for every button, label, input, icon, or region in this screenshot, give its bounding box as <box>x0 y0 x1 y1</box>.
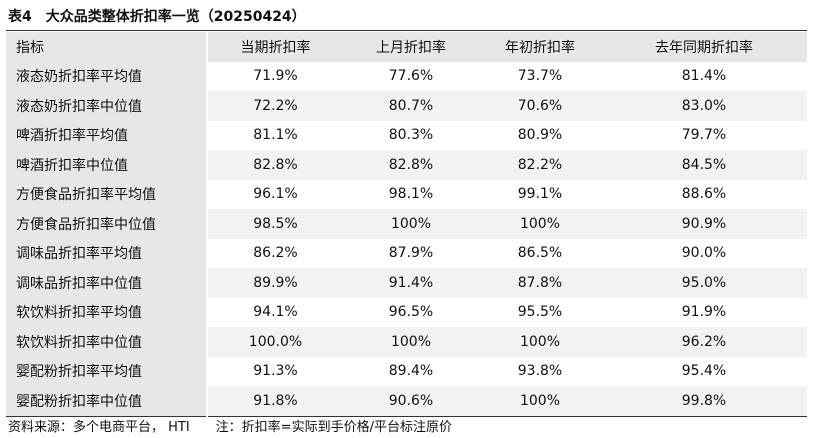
cell: 93.8% <box>517 363 563 380</box>
row-label: 方便食品折扣率中位值 <box>6 209 208 239</box>
cell: 100% <box>479 327 601 357</box>
row-label: 软饮料折扣率中位值 <box>6 327 208 357</box>
cell: 91.3% <box>253 363 298 380</box>
cell: 98.1% <box>388 186 434 203</box>
cell: 86.2% <box>253 245 298 262</box>
cell: 86.5% <box>517 245 563 262</box>
cell: 91.4% <box>343 268 479 298</box>
cell: 82.8% <box>343 150 479 180</box>
cell: 89.4% <box>388 363 434 380</box>
cell: 96.1% <box>253 186 298 203</box>
cell: 81.1% <box>253 127 298 144</box>
cell: 100% <box>343 327 479 357</box>
table-title: 表4 大众品类整体折扣率一览（20250424） <box>8 9 306 25</box>
table-body: 液态奶折扣率平均值 71.9% 77.6% 73.7% 81.4% 液态奶折扣率中位值 72… <box>6 61 807 417</box>
table-row: 软饮料折扣率平均值 94.1% 96.5% 95.5% 91.9% <box>6 297 807 327</box>
cell: 95.5% <box>517 304 563 321</box>
table-row: 软饮料折扣率中位值 100.0% 100% 100% 96.2% <box>6 327 807 357</box>
row-label: 啤酒折扣率平均值 <box>6 120 208 150</box>
source-note: 资料来源：多个电商平台， HTI 注：折扣率=实际到手价格/平台标注原价 <box>8 420 452 435</box>
cell: 82.2% <box>479 150 601 180</box>
cell: 80.7% <box>343 91 479 121</box>
row-label: 调味品折扣率平均值 <box>6 238 208 268</box>
cell: 95.0% <box>601 268 807 298</box>
header-cell: 指标 <box>6 32 208 62</box>
table-row: 调味品折扣率平均值 86.2% 87.9% 86.5% 90.0% <box>6 238 807 268</box>
cell: 90.6% <box>343 386 479 417</box>
table-row: 啤酒折扣率平均值 81.1% 80.3% 80.9% 79.7% <box>6 120 807 150</box>
table-row: 调味品折扣率中位值 89.9% 91.4% 87.8% 95.0% <box>6 268 807 298</box>
row-label: 方便食品折扣率平均值 <box>6 179 208 209</box>
cell: 100% <box>479 386 601 417</box>
cell: 100% <box>479 209 601 239</box>
cell: 84.5% <box>601 150 807 180</box>
table-row: 婴配粉折扣率中位值 91.8% 90.6% 100% 99.8% <box>6 386 807 417</box>
cell: 91.8% <box>207 386 343 417</box>
cell: 95.4% <box>681 363 727 380</box>
row-label: 液态奶折扣率平均值 <box>6 61 208 91</box>
cell: 80.3% <box>388 127 434 144</box>
cell: 100.0% <box>207 327 343 357</box>
table-row: 方便食品折扣率中位值 98.5% 100% 100% 90.9% <box>6 209 807 239</box>
cell: 99.8% <box>601 386 807 417</box>
cell: 94.1% <box>253 304 298 321</box>
header-row: 指标 当期折扣率 上月折扣率 年初折扣率 去年同期折扣率 <box>6 32 807 62</box>
header-cell: 年初折扣率 <box>479 32 601 62</box>
cell: 87.9% <box>388 245 434 262</box>
cell: 89.9% <box>207 268 343 298</box>
table-row: 方便食品折扣率平均值 96.1% 98.1% 99.1% 88.6% <box>6 179 807 209</box>
cell: 96.5% <box>388 304 434 321</box>
cell: 72.2% <box>207 91 343 121</box>
cell: 90.9% <box>601 209 807 239</box>
cell: 81.4% <box>681 68 727 85</box>
header-cell: 当期折扣率 <box>207 32 343 62</box>
table-row: 液态奶折扣率中位值 72.2% 80.7% 70.6% 83.0% <box>6 91 807 121</box>
cell: 90.0% <box>681 245 727 262</box>
row-label: 啤酒折扣率中位值 <box>6 150 208 180</box>
table-row: 液态奶折扣率平均值 71.9% 77.6% 73.7% 81.4% <box>6 61 807 91</box>
header-cell: 去年同期折扣率 <box>601 32 807 62</box>
row-label: 婴配粉折扣率中位值 <box>6 386 208 417</box>
row-label: 调味品折扣率中位值 <box>6 268 208 298</box>
cell: 71.9% <box>253 68 298 85</box>
cell: 80.9% <box>517 127 563 144</box>
cell: 87.8% <box>479 268 601 298</box>
cell: 83.0% <box>601 91 807 121</box>
cell: 73.7% <box>517 68 563 85</box>
row-label: 软饮料折扣率平均值 <box>6 297 208 327</box>
cell: 99.1% <box>517 186 563 203</box>
table-row: 啤酒折扣率中位值 82.8% 82.8% 82.2% 84.5% <box>6 150 807 180</box>
cell: 96.2% <box>601 327 807 357</box>
row-label: 婴配粉折扣率平均值 <box>6 356 208 386</box>
table-row: 婴配粉折扣率平均值 91.3% 89.4% 93.8% 95.4% <box>6 356 807 386</box>
cell: 98.5% <box>207 209 343 239</box>
cell: 91.9% <box>681 304 727 321</box>
cell: 82.8% <box>207 150 343 180</box>
header-cell: 上月折扣率 <box>343 32 479 62</box>
discount-table: 指标 当期折扣率 上月折扣率 年初折扣率 去年同期折扣率 液态奶折扣率平均值 71.9% 7… <box>6 32 807 417</box>
row-label: 液态奶折扣率中位值 <box>6 91 208 121</box>
cell: 79.7% <box>681 127 727 144</box>
cell: 88.6% <box>681 186 727 203</box>
cell: 70.6% <box>479 91 601 121</box>
cell: 100% <box>343 209 479 239</box>
title-rule <box>6 30 807 31</box>
cell: 77.6% <box>388 68 434 85</box>
